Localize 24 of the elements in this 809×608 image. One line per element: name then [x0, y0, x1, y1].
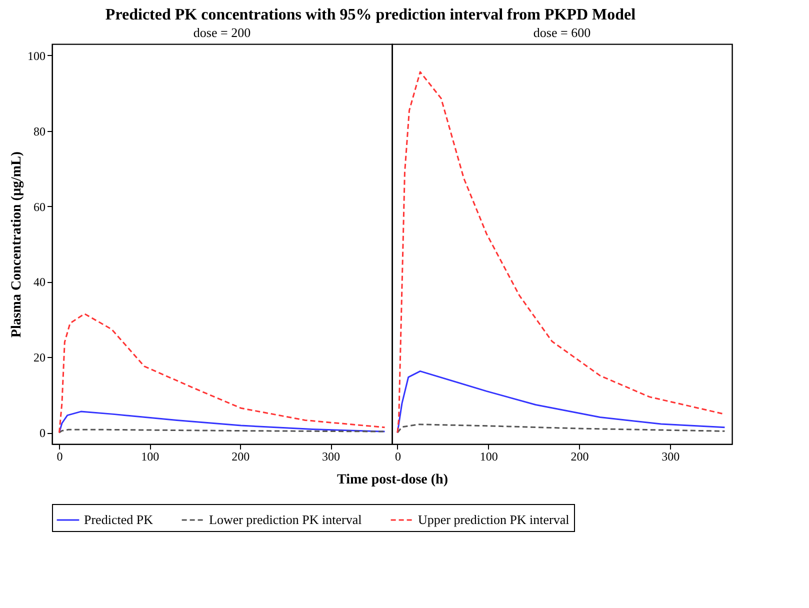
chart-subtitle: dose = 600 [533, 25, 591, 40]
x-tick-label: 0 [56, 450, 63, 464]
y-tick-label: 80 [34, 124, 46, 138]
legend-label: Lower prediction PK interval [209, 512, 362, 527]
x-axis-title: Time post-dose (h) [337, 472, 448, 488]
y-tick-label: 40 [34, 275, 46, 290]
y-tick-label: 0 [40, 426, 46, 440]
y-tick-label: 60 [34, 200, 46, 214]
legend-label: Predicted PK [84, 512, 154, 527]
x-tick-label: 300 [662, 450, 680, 464]
y-tick-label: 20 [34, 350, 46, 365]
chart-title: Predicted PK concentrations with 95% prediction interval from PKPD Model [105, 6, 636, 24]
x-tick-label: 300 [322, 450, 340, 464]
line-series [58, 313, 386, 434]
x-tick-label: 0 [394, 450, 401, 464]
chart-subtitle: dose = 200 [193, 25, 251, 40]
line-series [58, 410, 386, 434]
x-tick-label: 100 [141, 450, 160, 464]
y-tick-label: 100 [28, 48, 46, 63]
x-tick-label: 200 [232, 450, 250, 464]
x-tick-label: 200 [570, 450, 589, 464]
x-tick-label: 100 [480, 450, 498, 464]
legend-label: Upper prediction PK interval [418, 512, 570, 527]
y-axis-title: Plasma Concentration (µg/mL) [10, 151, 24, 338]
